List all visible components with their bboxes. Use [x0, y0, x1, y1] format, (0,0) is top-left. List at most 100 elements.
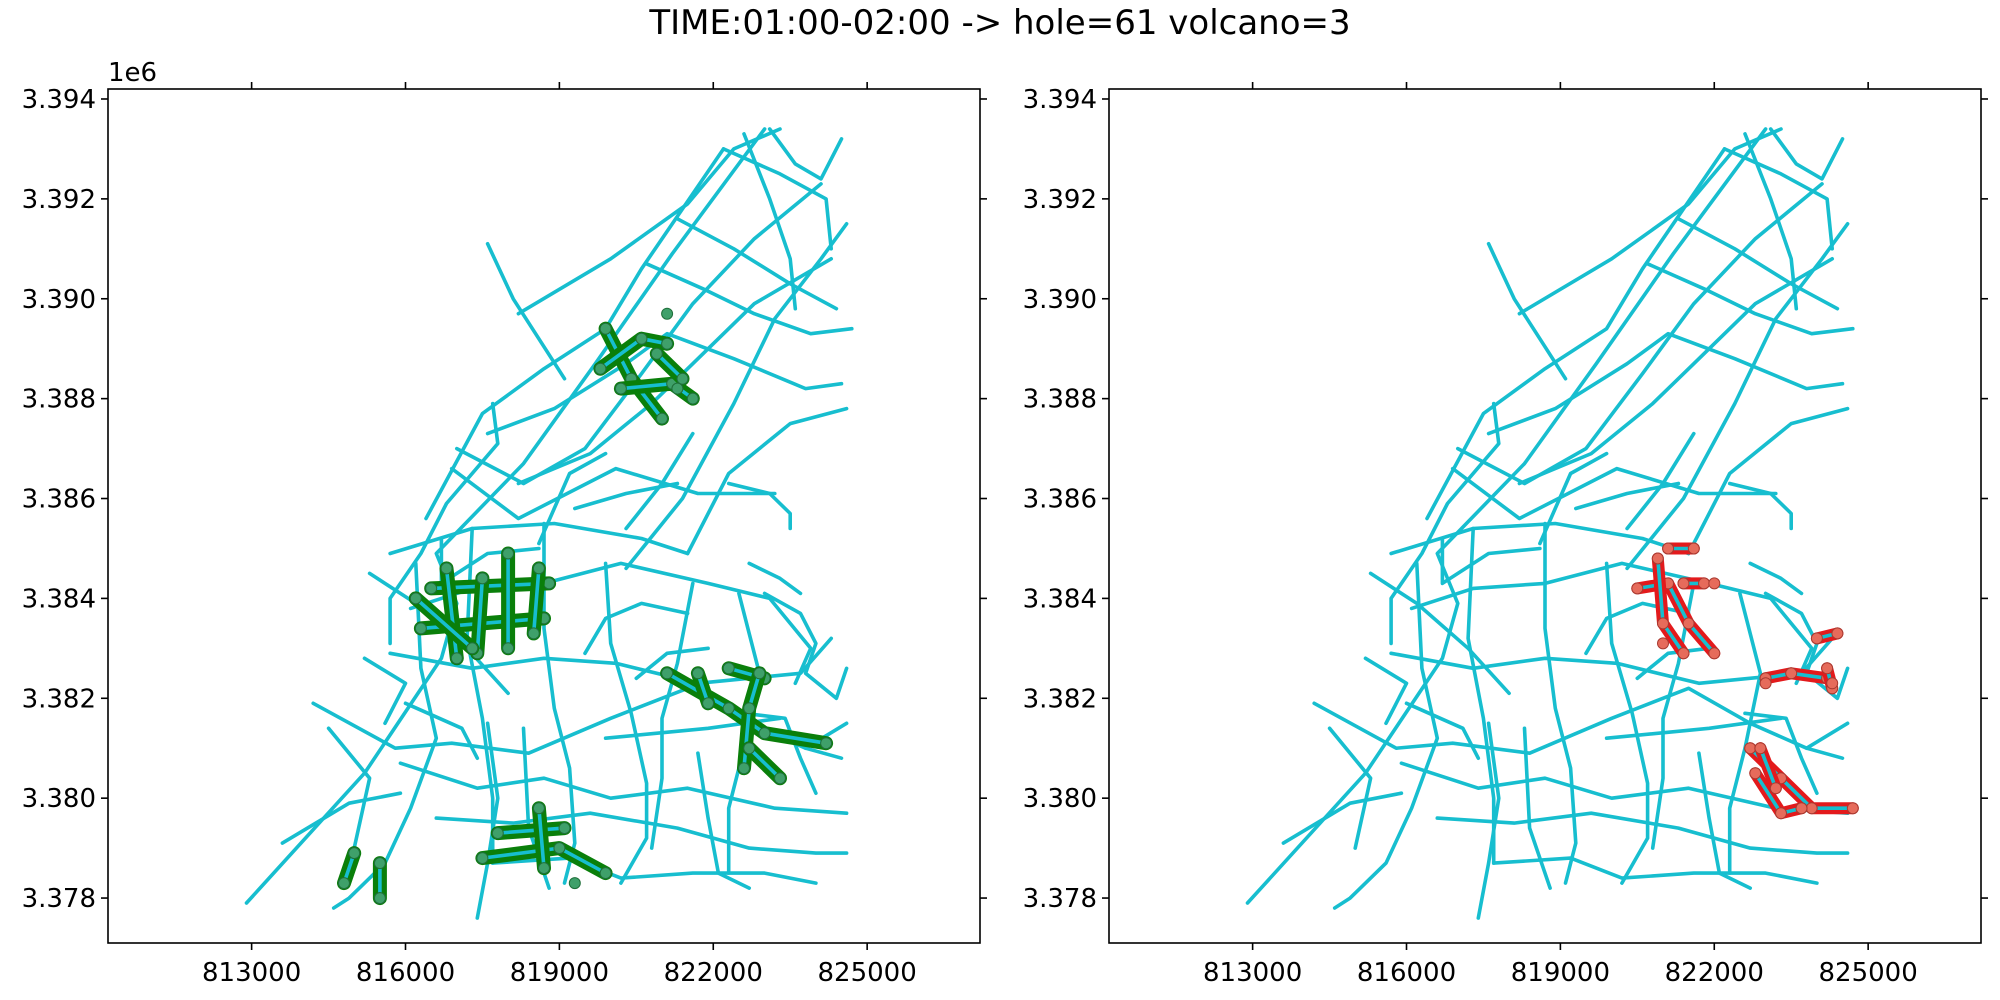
road-segment: [1491, 856, 1819, 885]
hole-marker: [425, 582, 438, 595]
x-tick-label: 825000: [818, 958, 917, 988]
hole-marker: [450, 652, 463, 665]
road-segment: [1281, 791, 1404, 845]
y-tick-label: 3.390: [1023, 285, 1097, 315]
hole-marker: [466, 642, 479, 655]
volcano-marker: [1687, 542, 1700, 555]
hole-marker: [676, 372, 689, 385]
road-segment: [644, 261, 854, 336]
road-segment: [1517, 256, 1834, 486]
volcano-marker: [1795, 802, 1808, 815]
hole-marker: [661, 667, 674, 680]
hole-segment-core: [444, 566, 459, 661]
road-segment: [1486, 242, 1568, 381]
road-segment: [1409, 561, 1814, 686]
hole-marker: [532, 562, 545, 575]
hole-marker: [538, 862, 550, 875]
hole-segment-core: [537, 806, 546, 870]
road-segment: [485, 331, 844, 436]
hole-marker: [532, 802, 545, 815]
road-segment: [1763, 591, 1850, 701]
right-panel-volcano: 813000 816000 819000 822000 825000 3.378 3.380…: [1023, 82, 1988, 988]
volcano-marker: [1662, 542, 1675, 555]
volcano-highlights: [1631, 542, 1859, 820]
y-tick-label: 3.388: [1023, 385, 1097, 415]
road-segment: [1327, 726, 1373, 850]
road-segment: [675, 217, 839, 311]
road-segment: [280, 791, 403, 845]
volcano-segment-core: [1758, 746, 1778, 791]
road-segment: [331, 561, 439, 910]
hole-segment-core: [531, 566, 541, 636]
road-segment: [1722, 147, 1834, 251]
hole-marker: [338, 877, 350, 890]
hole-highlights: [337, 307, 834, 906]
hole-marker: [722, 702, 735, 715]
hole-marker: [661, 337, 674, 350]
road-segment: [1389, 521, 1691, 556]
road-segment: [403, 701, 480, 761]
road-segment: [398, 761, 849, 816]
road-segment: [1404, 701, 1481, 761]
hole-segment-core: [475, 576, 485, 656]
y-tick-label: 3.390: [22, 285, 96, 315]
hole-marker: [491, 827, 504, 840]
road-segment: [1768, 127, 1845, 181]
x-tick-label: 822000: [664, 958, 763, 988]
road-segment: [1727, 591, 1763, 875]
x-tick-label: 813000: [1203, 958, 1302, 988]
road-segment: [1676, 217, 1840, 311]
road-segment: [388, 401, 500, 646]
hole-marker: [656, 412, 668, 425]
hole-marker: [743, 702, 756, 715]
axes-frame: [107, 88, 981, 944]
volcano-marker: [1698, 577, 1710, 590]
volcano-marker: [1754, 742, 1767, 755]
road-segment: [454, 182, 823, 486]
hole-marker: [661, 307, 674, 320]
hole-marker: [774, 772, 786, 785]
y-offset-label: 1e6: [108, 58, 157, 88]
volcano-marker: [1682, 617, 1695, 630]
road-segment: [1312, 686, 1845, 761]
volcano-marker: [1708, 577, 1721, 590]
hole-marker: [599, 867, 612, 880]
road-segment: [485, 242, 567, 381]
road-segment: [1635, 646, 1711, 681]
hole-marker: [722, 662, 735, 675]
road-segment: [362, 656, 408, 726]
hole-marker: [348, 847, 361, 860]
hole-marker: [553, 842, 566, 855]
hole-marker: [502, 642, 515, 655]
x-tick-label: 822000: [1665, 958, 1764, 988]
y-tick-label: 3.378: [22, 884, 96, 914]
road-segment: [1543, 521, 1578, 885]
hole-marker: [686, 392, 699, 405]
hole-marker: [568, 877, 581, 890]
hole-marker: [702, 697, 715, 710]
road-segment: [1245, 127, 1768, 905]
hole-marker: [743, 742, 756, 755]
volcano-marker: [1677, 577, 1690, 590]
y-tick-label: 3.380: [22, 784, 96, 814]
x-tick-label: 816000: [356, 958, 455, 988]
road-segment: [1804, 721, 1850, 751]
road-segment: [649, 581, 695, 850]
road-segment: [1650, 581, 1696, 850]
y-tick-label: 3.380: [1023, 784, 1097, 814]
road-segment: [1645, 261, 1855, 336]
volcano-marker: [1831, 627, 1844, 640]
road-segment: [747, 561, 803, 596]
volcano-marker: [1805, 802, 1818, 815]
road-segment: [1538, 451, 1609, 546]
road-segment: [1522, 726, 1552, 890]
volcano-marker: [1826, 677, 1839, 690]
x-tick-label: 825000: [1819, 958, 1918, 988]
road-segment: [624, 222, 849, 571]
hole-marker: [671, 382, 684, 395]
hole-marker: [635, 332, 648, 345]
y-tick-label: 3.394: [1023, 85, 1097, 115]
road-segment: [767, 127, 844, 181]
road-segment: [1686, 406, 1850, 556]
y-tick-label: 3.384: [1023, 584, 1097, 614]
